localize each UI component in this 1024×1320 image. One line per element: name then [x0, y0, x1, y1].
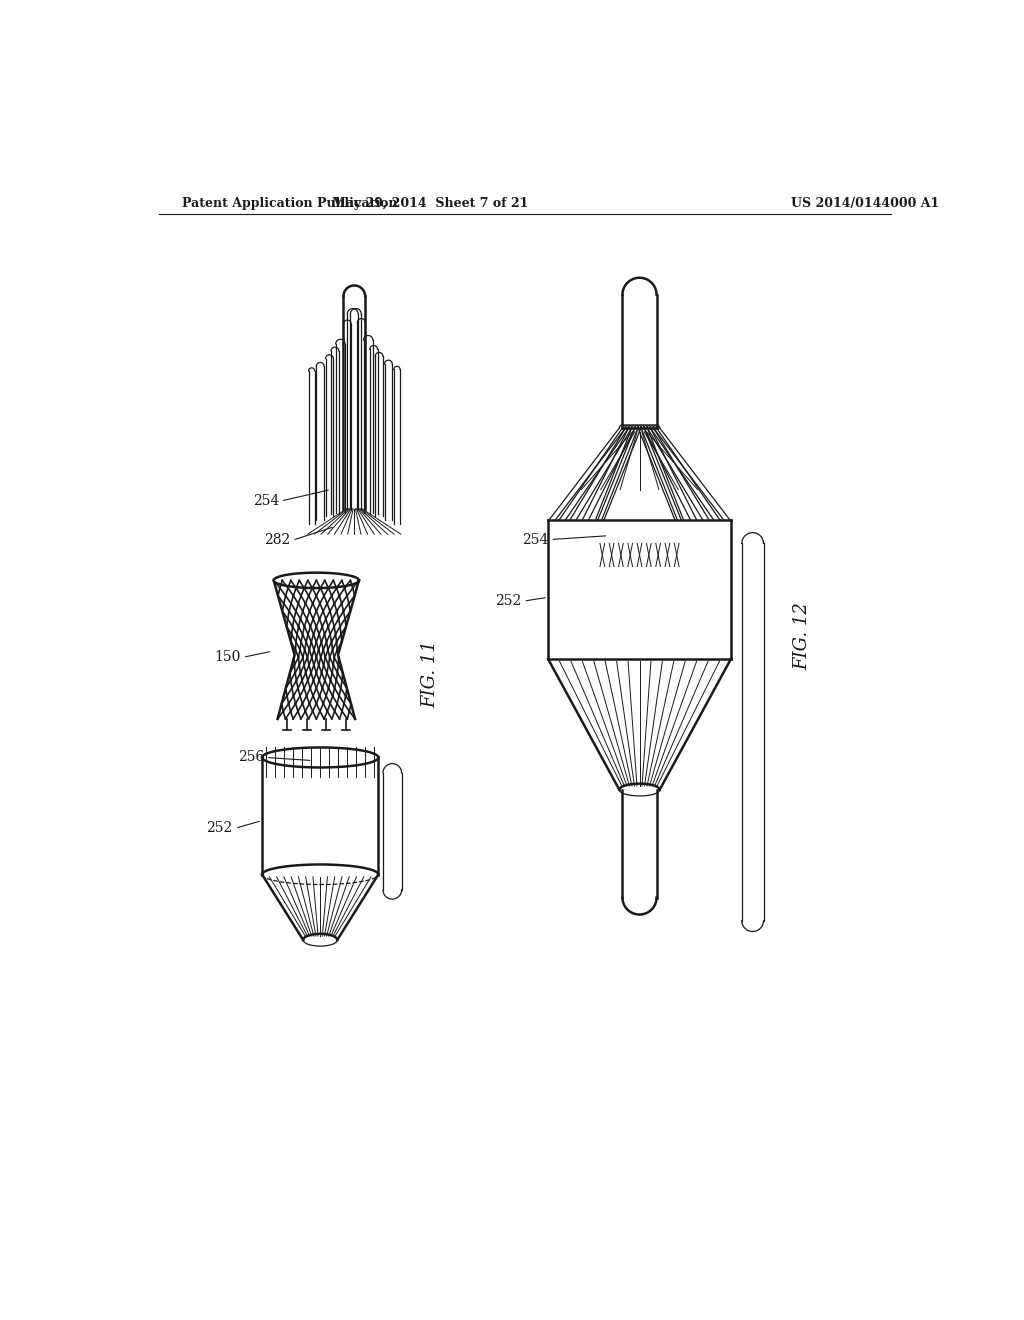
Text: 252: 252: [207, 821, 232, 836]
Text: 254: 254: [522, 532, 549, 546]
Text: 256: 256: [239, 751, 264, 764]
Text: FIG. 12: FIG. 12: [794, 602, 811, 669]
Text: Patent Application Publication: Patent Application Publication: [182, 197, 397, 210]
Text: FIG. 11: FIG. 11: [421, 640, 439, 709]
Text: 282: 282: [264, 533, 291, 548]
Text: May 29, 2014  Sheet 7 of 21: May 29, 2014 Sheet 7 of 21: [332, 197, 528, 210]
Text: 254: 254: [253, 494, 280, 508]
Text: 252: 252: [496, 594, 521, 609]
Text: US 2014/0144000 A1: US 2014/0144000 A1: [791, 197, 939, 210]
Text: 150: 150: [215, 651, 241, 664]
